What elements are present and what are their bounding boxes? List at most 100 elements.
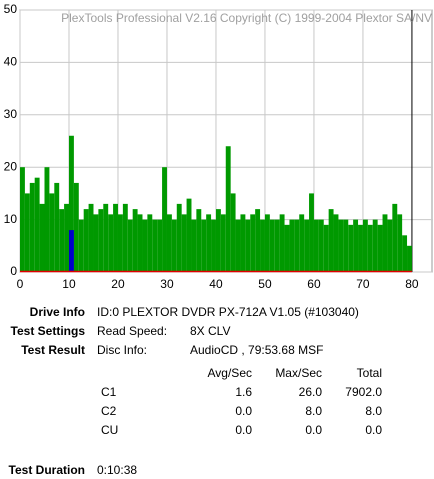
bar [68,230,74,272]
bar [103,203,109,272]
bar [78,219,84,272]
field-label: Test Result [21,343,85,357]
bar [304,219,310,272]
field-value: 8X CLV [190,324,231,338]
bar [225,146,231,272]
bar [255,209,261,272]
bar [181,214,187,272]
bar [328,209,334,272]
field-value: CU [101,423,119,437]
bar [353,219,359,272]
x-tick-label: 70 [356,277,370,291]
y-tick-label: 30 [4,107,18,121]
bar [348,224,354,272]
field-value: C2 [101,404,117,418]
bar [196,209,202,272]
bar [323,224,329,272]
bar [264,214,270,272]
field-label: Test Settings [10,324,85,338]
bar [64,203,69,272]
bar [152,219,158,272]
bar [367,224,373,272]
bar [274,219,280,272]
bar [162,167,167,272]
bar [250,214,256,272]
bar [186,198,192,272]
x-tick-label: 40 [209,277,223,291]
bar [220,214,226,272]
bar [108,214,114,272]
bar [68,135,74,272]
bar [230,193,236,272]
x-tick-label: 80 [405,277,419,291]
bar [117,214,123,272]
bar [122,203,128,272]
field-value: C1 [101,385,117,399]
bar [260,219,265,272]
bar [24,193,30,272]
x-tick-label: 50 [258,277,272,291]
y-tick-label: 0 [10,264,17,278]
bar [215,209,221,272]
field-value: Disc Info: [97,343,148,357]
bar [240,214,246,272]
bar [407,245,412,272]
field-value: 0.0 [365,423,382,437]
bar [34,177,40,272]
bar [88,203,94,272]
bar [54,182,60,272]
field-value: 1.6 [235,385,252,399]
x-tick-label: 60 [307,277,321,291]
bar [29,182,35,272]
bar [392,203,398,272]
bar [166,214,172,272]
bar [402,235,408,272]
y-tick-label: 40 [4,55,18,69]
field-value: 0.0 [305,423,322,437]
bar [235,219,241,272]
bar [73,182,79,272]
field-value: Read Speed: [97,324,168,338]
bar [127,219,133,272]
bar [93,214,99,272]
bar [211,219,216,272]
bar [157,219,163,272]
bar [289,219,295,272]
field-value: AudioCD , 79:53.68 MSF [190,343,324,357]
bar [113,203,118,272]
field-label: Test Duration [8,463,85,477]
bar [279,214,285,272]
bar [377,224,383,272]
bar [358,224,363,272]
bar [318,219,324,272]
bar [44,167,50,272]
x-tick-label: 10 [62,277,76,291]
bar [284,224,290,272]
bar [132,209,138,272]
field-value: 0:10:38 [97,463,138,477]
x-tick-label: 30 [160,277,174,291]
field-label: Drive Info [29,305,85,319]
bar [206,214,212,272]
bar [49,193,55,272]
field-value: Max/Sec [275,366,322,380]
x-tick-label: 20 [111,277,125,291]
field-value: 8.0 [305,404,322,418]
bar [20,167,25,272]
field-value: ID:0 PLEXTOR DVDR PX-712A V1.05 (#103040… [97,305,359,319]
bar [201,219,207,272]
bar [59,209,65,272]
bar [362,219,368,272]
bar [269,219,275,272]
bar [137,214,143,272]
field-value: Avg/Sec [207,366,252,380]
bar [372,219,378,272]
bar [338,219,344,272]
bar [147,214,153,272]
y-tick-label: 20 [4,159,18,173]
x-tick-label: 0 [17,277,24,291]
bar [382,214,388,272]
y-tick-label: 10 [4,212,18,226]
bar [299,214,305,272]
